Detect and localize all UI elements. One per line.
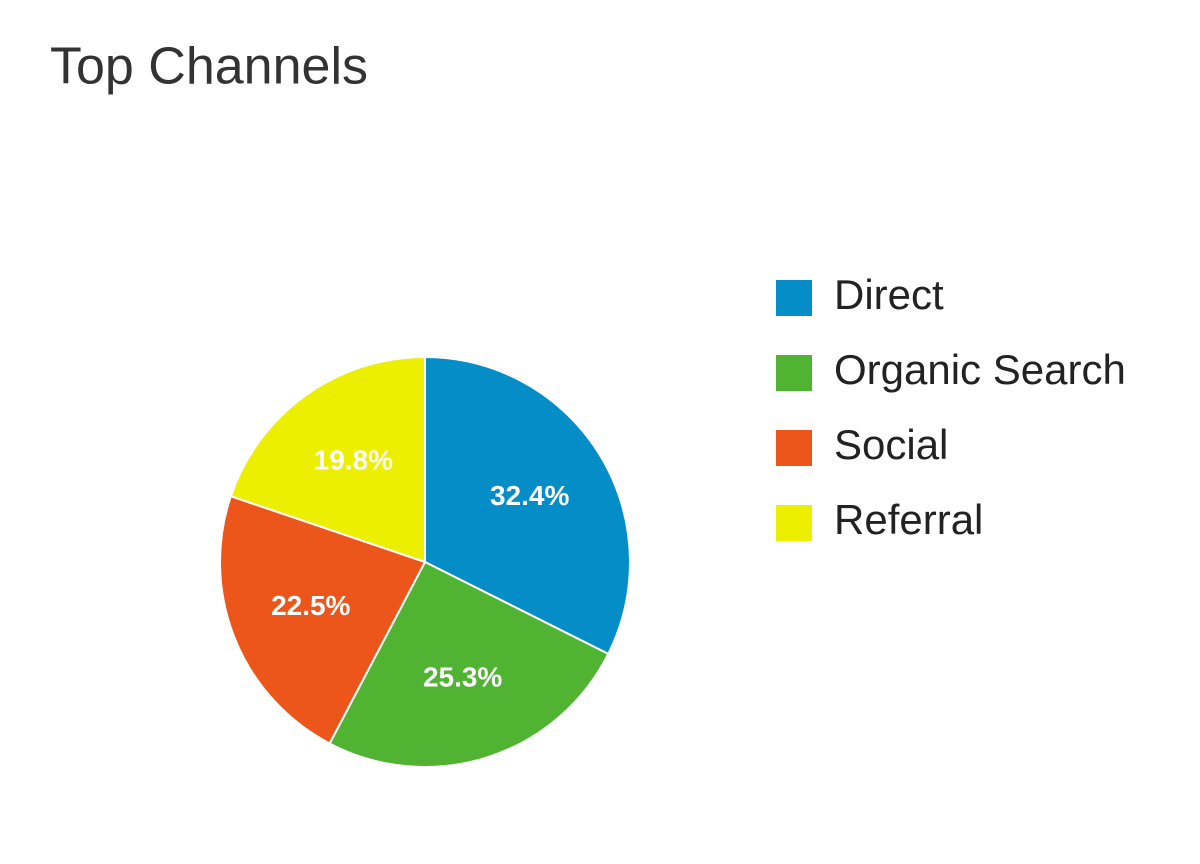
- legend-label: Referral: [834, 496, 983, 543]
- slice-label: 22.5%: [271, 590, 350, 621]
- legend-swatch: [776, 430, 812, 466]
- legend-swatch: [776, 355, 812, 391]
- pie-slice: [229, 355, 426, 564]
- slice-label: 32.4%: [490, 480, 569, 511]
- slice-label: 19.8%: [314, 444, 393, 475]
- pie-slice: [424, 355, 631, 656]
- legend-label: Direct: [834, 271, 944, 318]
- legend-label: Social: [834, 421, 948, 468]
- chart-title: Top Channels: [50, 38, 368, 96]
- legend-swatch: [776, 505, 812, 541]
- pie-slice: [219, 494, 427, 745]
- legend-label: Organic Search: [834, 346, 1126, 393]
- pie-slice: [328, 560, 610, 768]
- slice-label: 25.3%: [423, 661, 502, 692]
- legend-swatch: [776, 280, 812, 316]
